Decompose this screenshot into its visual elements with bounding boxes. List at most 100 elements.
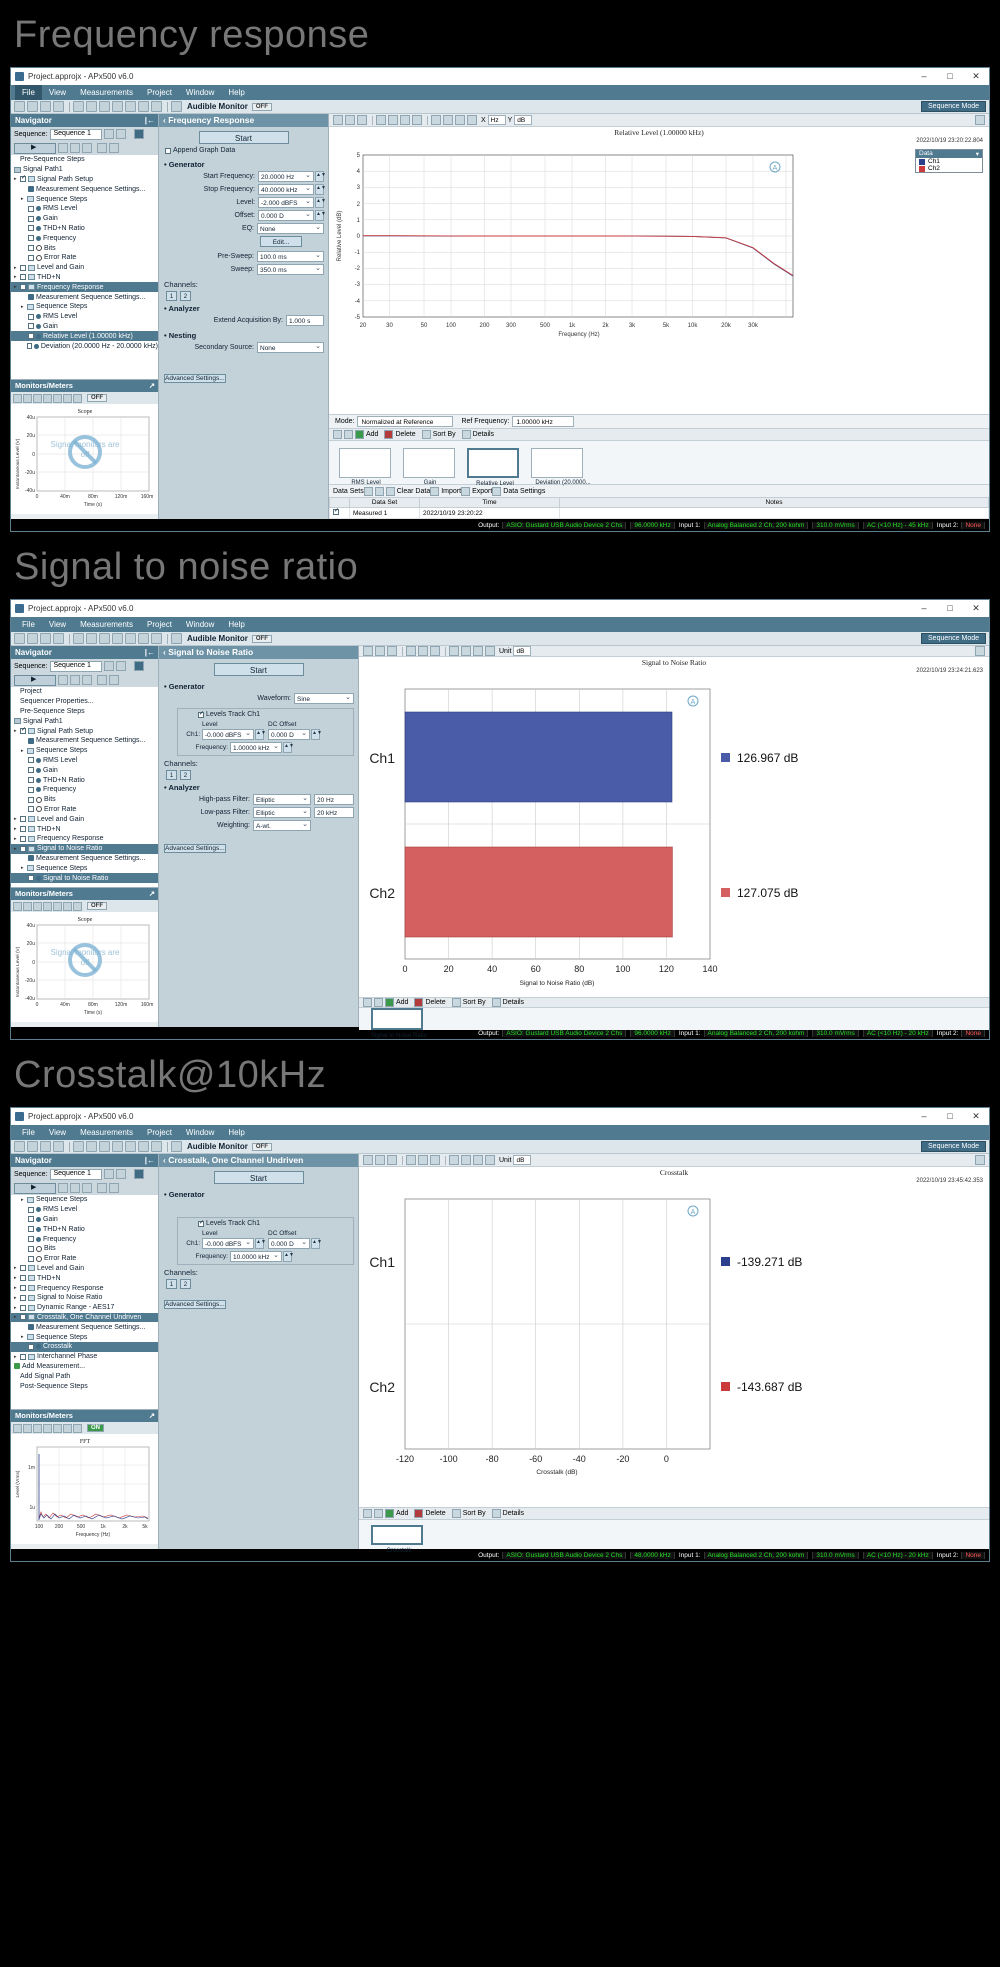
open-project-icon-3[interactable]: [27, 1141, 38, 1152]
maximize-button-3[interactable]: □: [947, 1111, 953, 1121]
menu-project[interactable]: Project: [147, 88, 172, 97]
graph-print-icon-3[interactable]: [387, 1155, 397, 1165]
add-icon[interactable]: [355, 430, 364, 439]
add-icon-2[interactable]: [385, 998, 394, 1007]
channel-badge-3-2[interactable]: 2: [179, 1279, 191, 1289]
delete-icon-2[interactable]: [414, 998, 424, 1007]
tree-item[interactable]: Measurement Sequence Settings...: [11, 1322, 158, 1332]
menu-window[interactable]: Window: [185, 88, 215, 97]
start-button-2[interactable]: Start: [213, 663, 304, 676]
tree-item[interactable]: Bits: [11, 1244, 158, 1254]
graph-fit-icon-3[interactable]: [418, 1155, 428, 1165]
graph-zoom-icon[interactable]: [376, 115, 386, 125]
mode-select[interactable]: Normalized at Reference: [357, 416, 454, 427]
graph-function-icon-2[interactable]: [473, 646, 483, 656]
graph-expand-icon[interactable]: [400, 115, 410, 125]
graph-cursor-icon-2[interactable]: [461, 646, 471, 656]
menu-file-3[interactable]: File: [22, 1128, 35, 1137]
swap-icon-3[interactable]: [112, 1141, 123, 1152]
tree-item[interactable]: ▸ Interchannel Phase: [14, 1353, 98, 1361]
check-all-icon-2[interactable]: [97, 675, 107, 685]
x-unit-select[interactable]: Hz: [487, 115, 506, 125]
sequence-settings-icon-2[interactable]: [104, 661, 115, 671]
save-project-icon[interactable]: [40, 101, 51, 112]
hpf-value[interactable]: 20 Hz: [314, 794, 354, 805]
graph-popout-icon[interactable]: [975, 115, 985, 125]
tree-item[interactable]: Signal Path1: [11, 716, 158, 726]
add-label-2[interactable]: Add: [396, 999, 409, 1006]
open-project-icon[interactable]: [27, 101, 38, 112]
monitor-scope-icon-3[interactable]: [13, 1423, 22, 1433]
settings-gear-icon-3[interactable]: [53, 1141, 64, 1152]
tree-item[interactable]: Pre-Sequence Steps: [11, 707, 158, 717]
menu-window-3[interactable]: Window: [185, 1128, 215, 1137]
tree-item[interactable]: RMS Level: [11, 204, 158, 214]
graph-table-icon-2[interactable]: [449, 646, 459, 656]
tree-item[interactable]: ▸ Frequency Response: [11, 282, 158, 293]
tree-item[interactable]: ▸Signal Path Setup: [11, 726, 158, 736]
meter-icon[interactable]: [86, 101, 97, 112]
plot-1[interactable]: Relative Level (1.00000 kHz) 2022/10/19 …: [329, 127, 989, 414]
advanced-settings-button-2[interactable]: Advanced Settings...: [164, 844, 226, 853]
add-label[interactable]: Add: [366, 431, 379, 438]
save-project-icon-3[interactable]: [40, 1141, 51, 1152]
fft-icon-2[interactable]: [125, 633, 136, 644]
check-all-icon[interactable]: [97, 143, 107, 153]
ch1-level-stepper[interactable]: ▲▼: [255, 729, 266, 740]
uncheck-all-icon-2[interactable]: [109, 675, 119, 685]
run-sequence-button-3[interactable]: [14, 1182, 56, 1194]
ch1-dc-input-3[interactable]: 0.000 D: [268, 1237, 310, 1249]
tree-item[interactable]: Pre-Sequence Steps: [11, 155, 158, 165]
thumb-relative-level[interactable]: Relative Level: [467, 447, 519, 487]
ch1-dc-stepper-3[interactable]: ▲▼: [311, 1238, 322, 1249]
tree-item[interactable]: Measurement Sequence Settings...: [11, 292, 158, 302]
maximize-button[interactable]: □: [947, 71, 953, 81]
channel-badge-3-1[interactable]: 1: [166, 1279, 177, 1289]
fft-icon[interactable]: [125, 101, 136, 112]
tree-item[interactable]: THD+N Ratio: [11, 1224, 158, 1234]
delete-label-3[interactable]: Delete: [425, 1510, 446, 1517]
collapse-all-icon[interactable]: [70, 143, 80, 153]
monitor-fft-icon[interactable]: [33, 393, 42, 403]
menu-help-3[interactable]: Help: [228, 1128, 245, 1137]
dataset-view2-icon[interactable]: [374, 486, 384, 496]
swap-icon[interactable]: [112, 101, 123, 112]
sort-label-3[interactable]: Sort By: [462, 1510, 486, 1517]
add-icon-3[interactable]: [385, 1509, 394, 1518]
add-label-3[interactable]: Add: [396, 1510, 409, 1517]
plot-3[interactable]: Crosstalk 2022/10/19 23:45:42.353 Ch1 Ch…: [359, 1167, 989, 1507]
monitor-meter-icon[interactable]: [23, 393, 32, 403]
menu-measurements-2[interactable]: Measurements: [80, 620, 134, 629]
ch1-dc-input[interactable]: 0.000 D: [268, 728, 310, 740]
graph-function-icon-3[interactable]: [473, 1155, 483, 1165]
import-icon[interactable]: [430, 486, 440, 496]
monitor-grid-icon[interactable]: [53, 393, 62, 403]
tree-item[interactable]: Signal Path1: [11, 165, 158, 175]
waveform-icon-3[interactable]: [73, 1141, 84, 1152]
details-label[interactable]: Details: [472, 431, 495, 438]
menu-file-2[interactable]: File: [22, 620, 35, 629]
graph-save-icon[interactable]: [333, 115, 343, 125]
ch1-level-input[interactable]: -0.000 dBFS: [202, 728, 254, 740]
graph-export-icon-3[interactable]: [375, 1155, 385, 1165]
collapse-all-icon-2[interactable]: [70, 675, 80, 685]
meter-icon-3[interactable]: [86, 1141, 97, 1152]
clock-icon-3[interactable]: [138, 1141, 149, 1152]
tree-item[interactable]: Crosstalk: [11, 1341, 158, 1352]
channel-badge-2-2[interactable]: 2: [179, 770, 191, 780]
graph-zoom-icon-2[interactable]: [406, 646, 416, 656]
menu-project-3[interactable]: Project: [147, 1128, 172, 1137]
clear-icon-2[interactable]: [82, 675, 92, 685]
navigator-expand-icon-3[interactable]: |←: [144, 1156, 155, 1165]
tree-item[interactable]: ▸ Level and Gain: [14, 264, 85, 272]
tree-item[interactable]: Gain: [11, 322, 158, 332]
offset-stepper[interactable]: ▲▼: [315, 210, 326, 221]
new-project-icon-2[interactable]: [14, 633, 25, 644]
menu-measurements-3[interactable]: Measurements: [80, 1128, 134, 1137]
tree-item[interactable]: ▸ Dynamic Range - AES17: [14, 1304, 115, 1312]
tree-item[interactable]: Gain: [11, 765, 158, 775]
tree-item[interactable]: Bits: [11, 795, 158, 805]
graph-icon[interactable]: [151, 101, 162, 112]
monitor-grid-icon-2[interactable]: [53, 901, 62, 911]
help-icon[interactable]: [134, 129, 145, 139]
